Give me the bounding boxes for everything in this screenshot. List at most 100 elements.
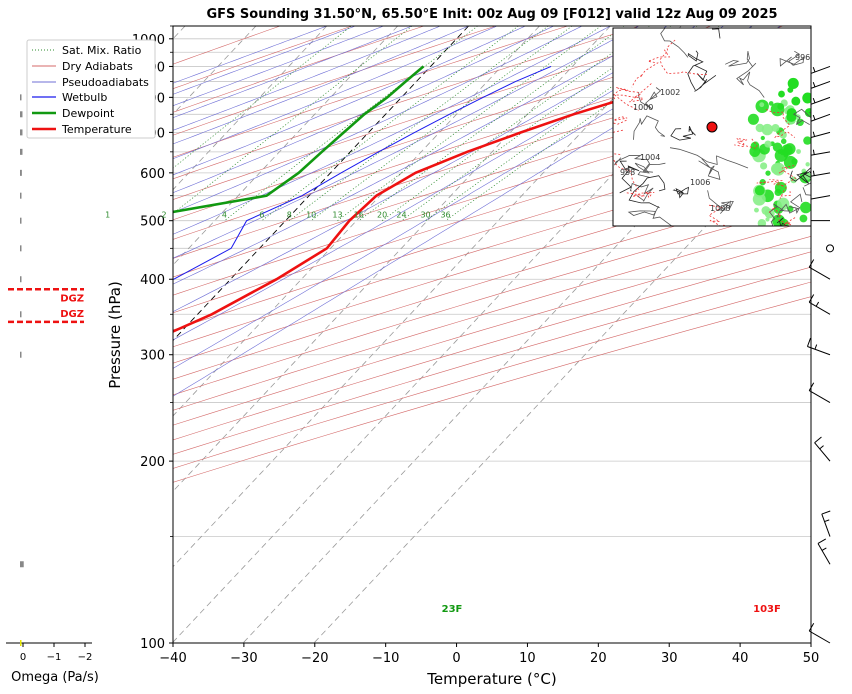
- dgz-lines: DGZ DGZ: [8, 288, 84, 324]
- inset-thickness-line: [613, 93, 645, 111]
- inset-precip-patch: [799, 214, 808, 223]
- isotherm-zero-line: [173, 26, 469, 342]
- y-tick-label: 200: [140, 455, 165, 470]
- omega-bar: [20, 311, 22, 318]
- wind-barb-staff: [821, 513, 831, 537]
- omega-tick-label: 0: [20, 652, 26, 663]
- omega-bar: [20, 245, 22, 252]
- wind-barb-half-feather: [812, 82, 816, 88]
- wind-barb-staff: [808, 630, 831, 644]
- inset-precip-patch: [805, 162, 810, 167]
- inset-precip-patch: [804, 108, 811, 118]
- omega-bar: [20, 148, 23, 155]
- mixing-ratio-label: 10: [306, 211, 316, 220]
- inset-precip-patch: [800, 201, 811, 214]
- inset-precip-patch: [791, 96, 801, 106]
- inset-contour-line: [711, 28, 721, 39]
- inset-contour-line: [633, 115, 666, 140]
- inset-precip-patch: [765, 217, 770, 222]
- inset-thickness-line: [613, 83, 652, 101]
- wind-barb-half-feather: [812, 131, 816, 137]
- dry-adiabat-line: [173, 26, 712, 200]
- wind-barb-staff: [808, 301, 831, 315]
- wind-barb-half-feather: [812, 170, 815, 176]
- inset-precip-patch: [774, 149, 788, 162]
- mixing-ratio-label: 8: [287, 211, 292, 220]
- x-tick-label: 10: [519, 651, 536, 666]
- inset-contour-line: [669, 147, 749, 169]
- pseudoadiabat-line: [173, 26, 668, 285]
- wind-barb-feather: [821, 510, 831, 515]
- plot-frame: [172, 25, 812, 644]
- y-tick-label: 300: [140, 349, 165, 364]
- omega-bar: [20, 94, 22, 101]
- inset-precip-patch: [768, 101, 774, 106]
- mixing-ratio-label: 6: [259, 211, 264, 220]
- dry-adiabat-line: [173, 296, 811, 483]
- inset-contour-line: [627, 206, 672, 226]
- inset-contour-line: [619, 160, 640, 194]
- wind-barb: [821, 510, 831, 537]
- pseudoadiabat-line: [173, 26, 526, 176]
- inset-precip-patch: [765, 170, 771, 176]
- omega-panel: 0 −1 −2 DGZ DGZ Omega (Pa/s): [6, 94, 99, 685]
- dry-adiabat-line: [173, 220, 811, 411]
- mixing-ratio-label: 24: [396, 211, 406, 220]
- omega-tick-label: −2: [78, 652, 93, 663]
- y-tick-label: 100: [140, 637, 165, 652]
- inset-isobar-label: 1000: [633, 103, 653, 112]
- inset-isobar-label: 1004: [640, 153, 660, 162]
- wind-barb-staff: [817, 543, 831, 565]
- inset-precip-patch: [802, 92, 811, 104]
- mixing-ratio-line: [337, 26, 602, 221]
- inset-map: 1000 1002 1004 1006 1008 998 996: [612, 27, 812, 227]
- dry-adiabat-line: [173, 235, 811, 426]
- inset-isobar-label: 1008: [710, 204, 730, 213]
- inset-precip-patch: [754, 207, 759, 213]
- dry-adiabat-line: [173, 116, 811, 314]
- inset-precip-patch: [750, 141, 760, 151]
- dgz-label: DGZ: [60, 309, 84, 320]
- x-tick-label: 40: [732, 651, 749, 666]
- wind-barb: [814, 436, 831, 462]
- wind-barb: [808, 382, 831, 403]
- isotherm-line: [173, 26, 682, 568]
- inset-contour-line: [660, 28, 689, 58]
- inset-precip-patch: [774, 181, 787, 194]
- chart-title: GFS Sounding 31.50°N, 65.50°E Init: 00z …: [206, 7, 777, 22]
- wind-barb-half-feather: [812, 114, 816, 120]
- wind-barb-half-feather: [821, 547, 827, 551]
- inset-contour-line: [725, 51, 754, 68]
- wind-barb-feather: [806, 337, 811, 347]
- mixing-ratio-label: 16: [354, 211, 364, 220]
- dry-adiabat-line: [173, 26, 353, 90]
- dry-adiabat-line: [173, 266, 811, 455]
- dry-adiabat-line: [173, 26, 568, 158]
- x-tick-label: −30: [230, 651, 257, 666]
- wind-barb-calm: [826, 244, 834, 253]
- dry-adiabat-line: [173, 251, 811, 441]
- inset-precip-patch: [803, 136, 811, 145]
- y-tick-label: 400: [140, 273, 165, 288]
- series-layer: [173, 65, 740, 333]
- inset-precip-patch: [747, 113, 759, 125]
- inset-contour-line: [614, 154, 653, 173]
- isotherm-line: [173, 26, 328, 191]
- pseudoadiabat-line: [173, 26, 469, 145]
- inset-thickness-line: [756, 180, 791, 199]
- inset-isobar-label: 1006: [690, 178, 710, 187]
- wind-barb-half-feather: [814, 344, 818, 350]
- omega-ticks: 0 −1 −2: [20, 643, 93, 663]
- x-tick-label: 50: [803, 651, 820, 666]
- inset-contour-line: [634, 162, 666, 178]
- dry-adiabat-line: [173, 281, 811, 469]
- series-line-temperature: [173, 65, 740, 333]
- mixing-ratio-label: 30: [420, 211, 430, 220]
- mixing-ratio-line: [173, 26, 352, 169]
- inset-map-border: [612, 27, 812, 227]
- inset-contour-line: [779, 50, 805, 67]
- dry-adiabat-line: [173, 203, 811, 396]
- pseudoadiabat-line: [173, 26, 356, 95]
- series-line-dewpoint: [173, 65, 425, 214]
